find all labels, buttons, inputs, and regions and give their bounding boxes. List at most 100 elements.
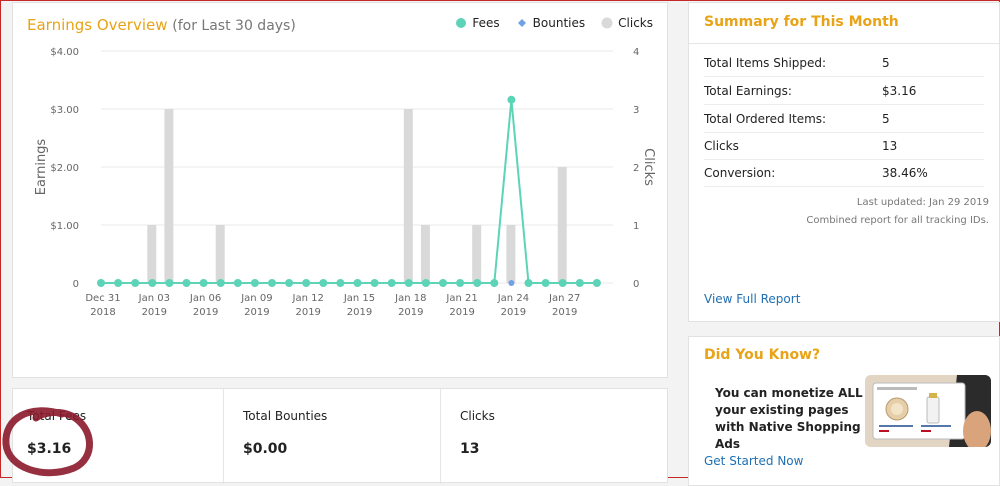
fees-point	[285, 279, 294, 287]
x-tick-label: Jan 24	[497, 293, 529, 304]
earnings-overview-card: Earnings Overview (for Last 30 days) Fee…	[12, 2, 668, 378]
fees-point	[575, 279, 584, 287]
x-tick-year: 2019	[552, 307, 577, 318]
x-tick-year: 2019	[501, 307, 526, 318]
fees-point	[250, 279, 259, 287]
clicks-bar	[557, 167, 567, 283]
x-tick-label: Jan 15	[343, 293, 375, 304]
summary-row-value: 13	[882, 139, 898, 153]
summary-row-value: 5	[882, 112, 890, 126]
right-tick-label: 2	[633, 163, 639, 174]
summary-row-label: Clicks	[704, 139, 739, 153]
x-tick-label: Dec 31	[85, 293, 120, 304]
right-axis-title: Clicks	[641, 148, 656, 186]
totals-card: Total Fees $3.16 Total Bounties $0.00 Cl…	[12, 388, 668, 484]
fees-point	[507, 95, 516, 104]
fees-point	[490, 279, 499, 287]
clicks-bar	[215, 225, 225, 283]
left-axis-title: Earnings	[34, 139, 49, 196]
did-you-know-title: Did You Know?	[704, 347, 821, 363]
combined-report-note: Combined report for all tracking IDs.	[806, 215, 989, 226]
fees-point	[558, 279, 567, 287]
fees-point	[319, 279, 328, 287]
fees-point	[421, 279, 430, 287]
stat-value: $3.16	[27, 441, 72, 457]
summary-row-label: Total Items Shipped:	[704, 56, 827, 70]
clicks-bar	[420, 225, 430, 283]
legend-item-bounties[interactable]: Bounties	[516, 16, 585, 30]
fees-point	[473, 279, 482, 287]
bounties-point	[508, 280, 515, 286]
summary-title: Summary for This Month	[704, 14, 899, 30]
fees-point	[233, 279, 242, 287]
x-tick-year: 2019	[244, 307, 269, 318]
clicks-bar	[506, 225, 516, 283]
view-full-report-link[interactable]: View Full Report	[704, 292, 801, 306]
summary-row-ordered-items: Total Ordered Items: 5	[704, 105, 984, 133]
left-tick-label: $3.00	[50, 105, 79, 116]
left-tick-label: $4.00	[50, 47, 79, 58]
stat-divider	[223, 389, 224, 484]
stat-clicks: Clicks 13	[446, 389, 656, 484]
fees-point	[387, 279, 396, 287]
fees-point	[182, 279, 191, 287]
legend-label-bounties: Bounties	[532, 16, 586, 30]
fees-point	[216, 279, 225, 287]
fees-point	[148, 279, 157, 287]
legend-item-clicks[interactable]: Clicks	[601, 16, 653, 30]
clicks-bar	[472, 225, 482, 283]
fees-point	[131, 279, 140, 287]
chart-title-main: Earnings Overview	[27, 16, 168, 34]
summary-row-total-earnings: Total Earnings: $3.16	[704, 77, 984, 105]
bounties-legend-marker	[517, 19, 526, 27]
stat-value: 13	[460, 441, 480, 457]
right-tick-label: 1	[633, 221, 639, 232]
x-tick-year: 2019	[347, 307, 372, 318]
fees-point	[302, 279, 311, 287]
x-tick-year: 2018	[90, 307, 115, 318]
clicks-bar	[164, 109, 174, 283]
x-tick-label: Jan 21	[445, 293, 477, 304]
fees-point	[114, 279, 123, 287]
summary-row-items-shipped: Total Items Shipped: 5	[704, 49, 984, 77]
fees-point	[456, 279, 465, 287]
x-tick-year: 2019	[193, 307, 218, 318]
legend-item-fees[interactable]: Fees	[455, 16, 500, 30]
last-updated-text: Last updated: Jan 29 2019	[856, 197, 989, 208]
summary-card: Summary for This Month Total Items Shipp…	[688, 2, 1000, 322]
x-tick-label: Jan 03	[138, 293, 170, 304]
right-tick-label: 3	[633, 105, 639, 116]
x-tick-year: 2019	[142, 307, 167, 318]
x-tick-label: Jan 09	[240, 293, 272, 304]
stat-label: Total Bounties	[243, 409, 328, 423]
clicks-legend-marker	[601, 17, 613, 29]
divider	[689, 43, 999, 44]
fees-point	[353, 279, 362, 287]
x-tick-label: Jan 27	[548, 293, 580, 304]
hand-drawn-circle-annotation	[2, 407, 93, 477]
summary-row-clicks: Clicks 13	[704, 132, 984, 160]
fees-point	[336, 279, 345, 287]
stat-label: Clicks	[460, 409, 495, 423]
fees-point	[404, 279, 413, 287]
fees-point	[199, 279, 208, 287]
left-tick-label: $1.00	[50, 221, 79, 232]
did-you-know-card: Did You Know? You can monetize ALL your …	[688, 336, 1000, 486]
x-tick-label: Jan 18	[394, 293, 426, 304]
left-tick-label: 0	[73, 279, 79, 290]
fees-legend-marker	[456, 18, 467, 28]
summary-row-label: Total Ordered Items:	[704, 112, 827, 126]
did-you-know-text: You can monetize ALL your existing pages…	[715, 386, 863, 451]
stat-divider	[440, 389, 441, 484]
clicks-bar	[403, 109, 413, 283]
legend-label-clicks: Clicks	[618, 16, 653, 30]
x-tick-year: 2019	[398, 307, 423, 318]
x-tick-year: 2019	[449, 307, 474, 318]
summary-row-value: $3.16	[882, 84, 917, 98]
native-shopping-ads-image[interactable]	[865, 375, 991, 447]
chart-title: Earnings Overview (for Last 30 days)	[27, 16, 296, 34]
get-started-now-link[interactable]: Get Started Now	[704, 454, 804, 468]
fees-point	[165, 279, 174, 287]
x-tick-label: Jan 06	[189, 293, 221, 304]
left-tick-label: $2.00	[50, 163, 79, 174]
